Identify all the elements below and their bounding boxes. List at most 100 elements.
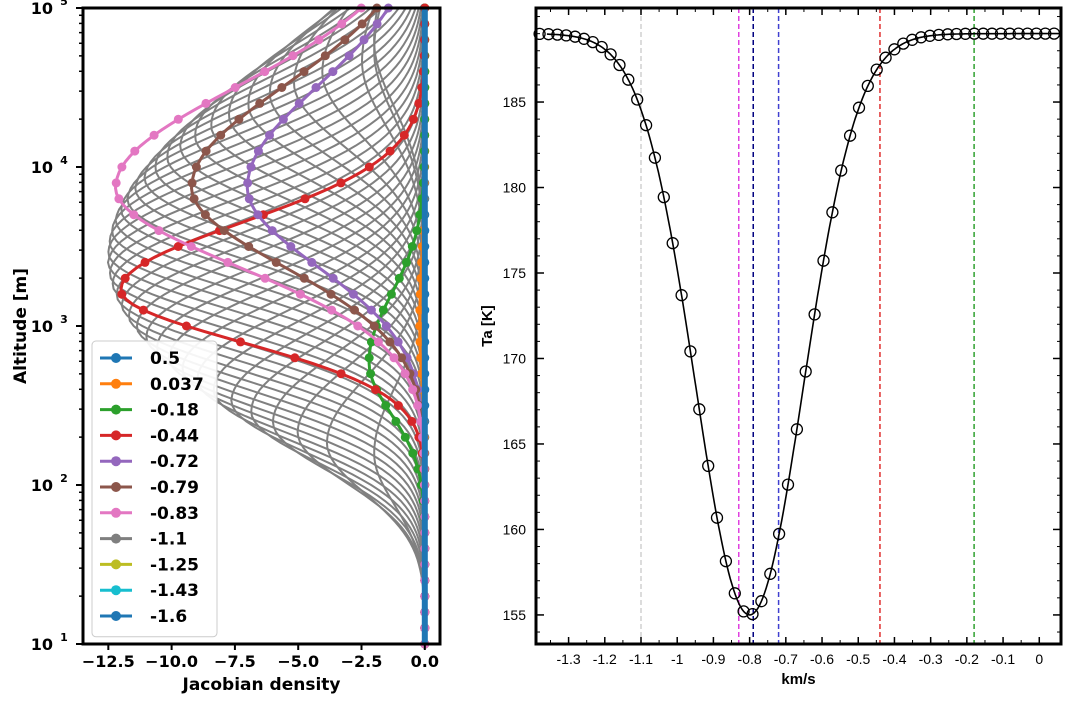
series-marker bbox=[413, 401, 423, 410]
spectrum-marker bbox=[781, 478, 795, 491]
series-marker bbox=[391, 416, 401, 426]
series-marker bbox=[328, 273, 338, 283]
series-marker bbox=[216, 130, 226, 140]
x-tick-label: −7.5 bbox=[214, 652, 256, 671]
legend-swatch-marker bbox=[111, 404, 121, 415]
series-marker bbox=[327, 305, 337, 315]
y-tick-label: 170 bbox=[503, 350, 527, 366]
spectrum-marker bbox=[950, 27, 963, 41]
series-marker bbox=[336, 178, 346, 188]
spectrum-marker bbox=[622, 73, 635, 86]
series-marker bbox=[336, 369, 346, 379]
legend-entry-label: 0.5 bbox=[150, 349, 180, 369]
y-tick-base: 10 bbox=[31, 635, 53, 654]
spectrum-marker bbox=[790, 423, 804, 436]
spectrum-marker bbox=[595, 40, 608, 54]
y-tick-label: 165 bbox=[503, 436, 527, 452]
series-marker bbox=[408, 114, 418, 124]
series-marker bbox=[381, 401, 391, 410]
spectrum-marker bbox=[666, 237, 679, 250]
series-marker bbox=[386, 289, 396, 299]
legend-entry-label: -0.72 bbox=[150, 452, 199, 472]
series-marker bbox=[393, 337, 403, 347]
series-marker bbox=[230, 83, 240, 92]
x-tick-label: -0.2 bbox=[955, 651, 979, 667]
series-marker bbox=[328, 67, 338, 77]
x-tick-label: -1 bbox=[671, 651, 684, 667]
series-marker bbox=[117, 289, 127, 299]
series-marker bbox=[357, 19, 367, 29]
series-marker bbox=[381, 321, 391, 331]
legend-entry-label: -1.43 bbox=[150, 581, 199, 601]
series-marker bbox=[364, 162, 374, 172]
spectrum-marker bbox=[746, 607, 759, 621]
series-marker bbox=[401, 257, 411, 267]
series-marker bbox=[407, 242, 417, 251]
y-axis-label: Altitude [m] bbox=[11, 268, 31, 384]
x-tick-label: -1.2 bbox=[593, 651, 617, 667]
x-tick-label: −5.0 bbox=[277, 652, 319, 671]
y-tick-label: 160 bbox=[503, 521, 527, 537]
spectrum-marker bbox=[808, 308, 821, 321]
series-marker bbox=[369, 321, 379, 331]
series-marker bbox=[407, 416, 417, 426]
spectrum-marker bbox=[1030, 27, 1043, 40]
spectrum-marker bbox=[1039, 27, 1052, 40]
spectrum-marker bbox=[728, 587, 741, 600]
spectrum-marker bbox=[959, 27, 972, 40]
x-tick-label: -1.3 bbox=[557, 651, 581, 667]
series-marker bbox=[260, 67, 270, 77]
spectrum-marker bbox=[631, 93, 644, 106]
spectrum-marker bbox=[772, 527, 786, 541]
series-marker bbox=[129, 210, 139, 220]
series-marker bbox=[201, 98, 211, 108]
series-marker bbox=[260, 273, 270, 283]
spectrum-marker bbox=[542, 28, 555, 41]
legend-swatch-marker bbox=[111, 533, 121, 544]
spectrum-marker bbox=[817, 254, 830, 267]
series-marker bbox=[300, 194, 310, 204]
y-tick-base: 10 bbox=[31, 0, 53, 18]
spectrum-marker bbox=[657, 190, 670, 204]
spectrum-marker bbox=[639, 119, 653, 132]
series-marker bbox=[290, 353, 300, 363]
x-axis-label: km/s bbox=[781, 671, 815, 688]
series-marker bbox=[295, 289, 305, 299]
spectrum-marker bbox=[932, 28, 945, 42]
series-marker bbox=[326, 289, 336, 299]
spectrum-marker bbox=[906, 33, 919, 46]
spectrum-marker bbox=[702, 459, 715, 473]
series-marker bbox=[299, 273, 309, 283]
spectrum-marker bbox=[941, 28, 954, 41]
series-marker bbox=[191, 162, 201, 172]
x-tick-label: −2.5 bbox=[341, 652, 383, 671]
series-marker bbox=[255, 98, 265, 108]
x-tick-label: -0.4 bbox=[882, 651, 906, 667]
series-marker bbox=[253, 210, 263, 220]
series-marker bbox=[366, 369, 376, 379]
series-marker bbox=[278, 114, 288, 124]
spectrum-marker bbox=[693, 403, 706, 416]
series-marker bbox=[400, 369, 410, 379]
series-marker bbox=[186, 242, 196, 251]
series-marker bbox=[314, 35, 324, 45]
x-tick-label: −10.0 bbox=[145, 652, 198, 671]
series-marker bbox=[265, 130, 274, 140]
y-tick-label: 10 bbox=[31, 317, 53, 336]
y-tick-exponent: 1 bbox=[60, 631, 68, 644]
x-tick-label: -0.5 bbox=[846, 651, 870, 667]
y-tick-base: 10 bbox=[31, 476, 53, 495]
left-jacobian-chart: −12.5 −10.0 −7.5 −5.0 −2.5 0.0 10 1 10 2 10 3 10 4 10 5… bbox=[11, 0, 442, 695]
spectrum-marker bbox=[533, 27, 546, 41]
spectrum-marker bbox=[710, 511, 724, 524]
series-marker bbox=[393, 401, 403, 410]
spectrum-marker bbox=[888, 43, 901, 56]
y-tick-label: 155 bbox=[503, 607, 527, 623]
spectrum-marker bbox=[675, 289, 688, 302]
x-tick-label: -0.8 bbox=[738, 651, 762, 667]
y-tick-exponent: 5 bbox=[60, 0, 68, 8]
legend-entry-label: -1.1 bbox=[150, 530, 187, 550]
series-marker bbox=[189, 194, 199, 204]
spectrum-marker bbox=[1003, 27, 1016, 40]
